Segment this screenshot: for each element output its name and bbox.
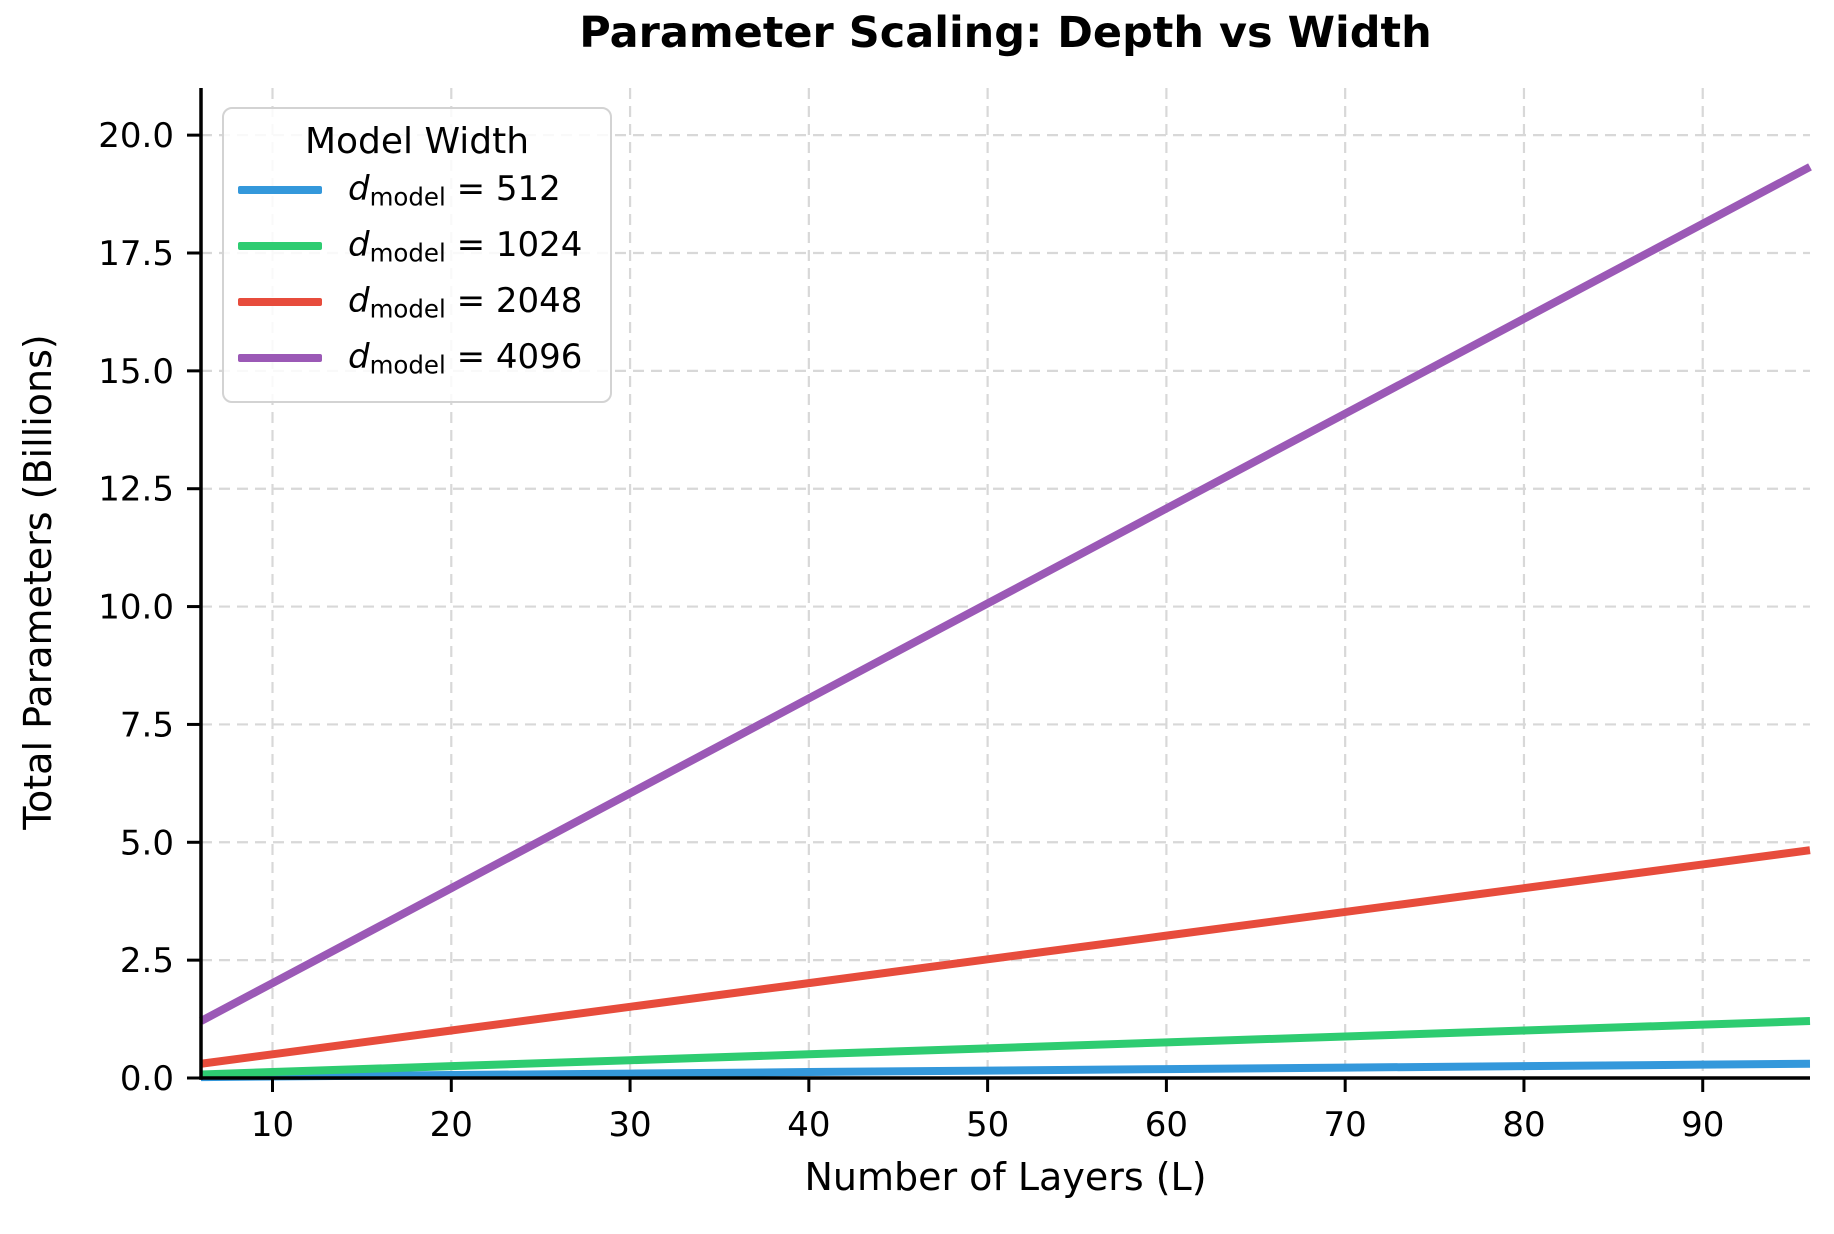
legend-entry: dmodel = 4096 — [224, 330, 610, 386]
y-tick-label: 10.0 — [98, 588, 174, 628]
x-tick-label: 20 — [430, 1105, 473, 1145]
y-tick-label: 7.5 — [120, 705, 174, 745]
x-tick-label: 40 — [787, 1105, 830, 1145]
legend: Model Width dmodel = 512 dmodel = 1024 d… — [222, 107, 612, 403]
legend-value: = 1024 — [445, 224, 583, 265]
legend-entry-label: dmodel = 4096 — [348, 337, 582, 379]
legend-var: d — [348, 336, 370, 377]
legend-sub: model — [369, 294, 446, 324]
series-line-1 — [200, 1017, 1811, 1079]
y-tick-label: 5.0 — [120, 823, 174, 863]
x-tick-label: 70 — [1324, 1105, 1367, 1145]
legend-sub: model — [369, 350, 446, 380]
x-tick-label: 50 — [966, 1105, 1009, 1145]
legend-entry: dmodel = 512 — [224, 162, 610, 218]
y-tick-label: 0.0 — [120, 1059, 174, 1099]
y-tick-label: 20.0 — [98, 116, 174, 156]
y-tick-label: 12.5 — [98, 470, 174, 510]
legend-var: d — [348, 168, 370, 209]
legend-value: = 512 — [445, 168, 561, 209]
legend-entry: dmodel = 1024 — [224, 218, 610, 274]
legend-value: = 4096 — [445, 336, 583, 377]
legend-var: d — [348, 224, 370, 265]
chart-title: Parameter Scaling: Depth vs Width — [579, 8, 1432, 58]
y-tick-label: 15.0 — [98, 352, 174, 392]
x-tick-label: 10 — [251, 1105, 294, 1145]
legend-sub: model — [369, 238, 446, 268]
legend-title: Model Width — [304, 121, 530, 162]
y-axis-label: Total Parameters (Billions) — [16, 334, 60, 830]
legend-entry-label: dmodel = 1024 — [348, 225, 582, 267]
legend-line-swatch-icon — [238, 242, 322, 250]
legend-var: d — [348, 280, 370, 321]
series-line-2 — [200, 846, 1811, 1068]
x-tick-label: 60 — [1145, 1105, 1188, 1145]
x-tick-label: 30 — [608, 1105, 651, 1145]
legend-line-swatch-icon — [238, 298, 322, 306]
series-line-0 — [200, 1059, 1811, 1082]
legend-line-swatch-icon — [238, 354, 322, 362]
legend-line-swatch-icon — [238, 186, 322, 194]
legend-value: = 2048 — [445, 280, 583, 321]
x-axis-label: Number of Layers (L) — [804, 1155, 1207, 1199]
x-tick-label: 90 — [1681, 1105, 1724, 1145]
y-tick-label: 2.5 — [120, 941, 174, 981]
x-tick-label: 80 — [1502, 1105, 1545, 1145]
y-tick-label: 17.5 — [98, 234, 174, 274]
legend-entry: dmodel = 2048 — [224, 274, 610, 330]
legend-sub: model — [369, 182, 446, 212]
legend-entry-label: dmodel = 512 — [348, 169, 561, 211]
legend-entry-label: dmodel = 2048 — [348, 281, 582, 323]
series-line-3 — [199, 163, 1812, 1025]
